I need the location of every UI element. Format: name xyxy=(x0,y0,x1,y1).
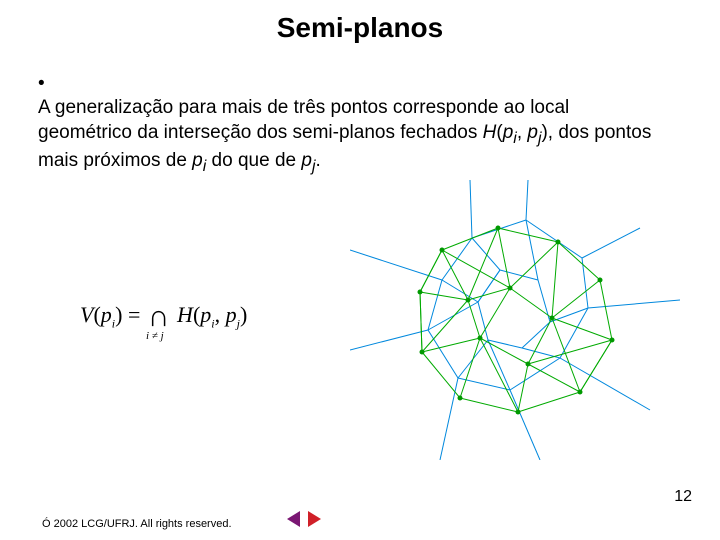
f-p1: p xyxy=(101,302,112,327)
bullet-t3: do que de xyxy=(206,150,301,171)
f-V: V xyxy=(80,302,93,327)
page-title: Semi-planos xyxy=(0,0,720,44)
sym-H: H xyxy=(483,122,497,143)
f-comma: , xyxy=(215,302,226,327)
f-c2: ) xyxy=(240,302,247,327)
f-op: ∩ xyxy=(148,300,170,333)
f-p2: p xyxy=(200,302,211,327)
prev-slide-icon[interactable] xyxy=(287,511,300,527)
footer-copyright: Ó 2002 LCG/UFRJ. All rights reserved. xyxy=(42,518,232,530)
bullet-marker: • xyxy=(38,72,58,96)
sym-p4: p xyxy=(301,150,312,171)
nav-controls xyxy=(285,511,323,532)
sym-i1: i xyxy=(513,129,517,146)
voronoi-diagram xyxy=(350,180,680,460)
bullet-paragraph: • A generalização para mais de três pont… xyxy=(0,44,720,177)
f-H: H xyxy=(177,302,193,327)
sym-p2: p xyxy=(527,122,538,143)
sym-p3: p xyxy=(192,150,203,171)
f-under: i ≠ j xyxy=(140,330,170,342)
bullet-t4: . xyxy=(315,150,320,171)
formula: V(pi) = ∩i ≠ j H(pi, pj) xyxy=(80,300,247,334)
next-slide-icon[interactable] xyxy=(308,511,321,527)
f-p3: p xyxy=(226,302,237,327)
f-eq: = xyxy=(122,302,145,327)
sym-p1: p xyxy=(503,122,514,143)
bullet-text: A generalização para mais de três pontos… xyxy=(38,96,658,176)
page-number: 12 xyxy=(674,488,692,506)
f-o1: ( xyxy=(93,302,100,327)
intersection-icon: ∩i ≠ j xyxy=(148,300,170,334)
